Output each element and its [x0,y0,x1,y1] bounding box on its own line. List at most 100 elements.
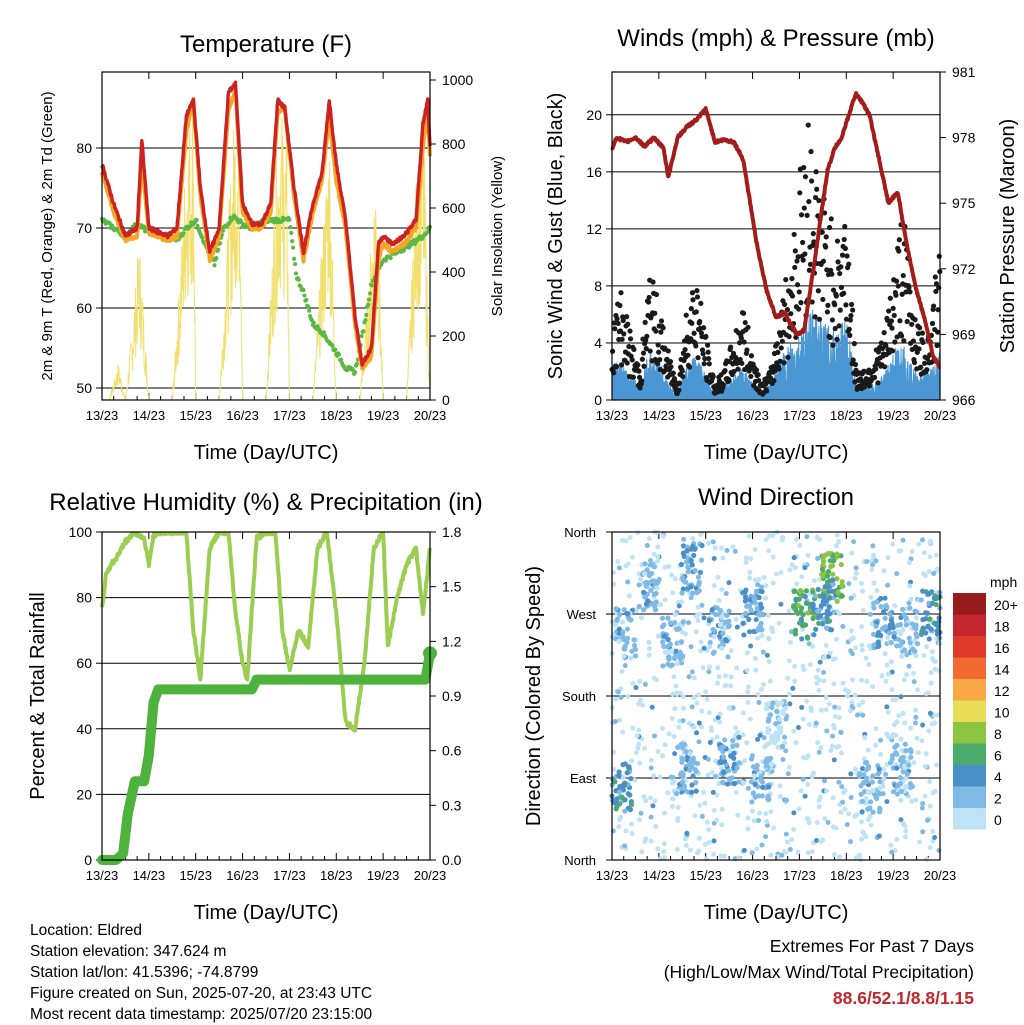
humidity-rh-series [100,531,432,733]
winds-gust-point [896,248,902,254]
direction-point [651,551,657,557]
direction-point [683,749,689,755]
direction-legend-label: 16 [994,640,1010,656]
winds-gust-point [619,336,625,342]
temperature-dewpoint-point [383,258,389,263]
direction-point [889,849,895,855]
direction-point [859,836,865,842]
direction-point [659,615,666,621]
direction-legend-swatch [953,808,986,830]
direction-point [765,612,771,618]
direction-point [836,715,842,721]
direction-point [681,705,687,711]
temperature-frame [101,71,431,401]
direction-point [679,590,685,596]
direction-point [616,769,622,775]
winds-y2tick-label: 981 [952,64,976,80]
winds-gust-point [695,355,701,361]
winds-gust-point [618,290,624,296]
direction-point [834,551,840,557]
winds-ytick-label: 4 [594,335,602,351]
direction-point [718,745,724,751]
direction-point [759,584,765,590]
direction-point [613,696,619,702]
direction-point [661,810,667,816]
direction-point [628,821,634,827]
winds-gust-point [851,341,857,347]
direction-point [820,592,827,598]
direction-point [924,644,930,650]
direction-point [711,807,717,813]
direction-point [913,707,919,713]
direction-point [847,708,853,714]
winds-gust-point [812,194,819,201]
direction-ytick-label: East [570,771,596,786]
direction-point [870,684,876,690]
direction-point [861,756,867,762]
direction-point [678,561,685,568]
winds-gust-point [866,383,873,389]
direction-point [627,807,634,813]
direction-point [897,775,903,781]
direction-point [920,801,926,807]
direction-point [906,663,912,669]
winds-gust-point [843,316,850,322]
direction-point [707,739,713,745]
direction-point [736,779,742,785]
direction-point [611,581,617,587]
direction-point [882,651,888,657]
direction-point [894,719,900,725]
direction-point [683,843,689,849]
direction-point [914,735,920,741]
winds-gust-point [841,236,847,243]
winds-gust-point [627,336,634,342]
direction-point [829,588,835,595]
direction-point [936,847,942,853]
direction-point [856,702,862,708]
winds-gust-point [702,356,708,362]
direction-point [616,789,623,795]
direction-point [885,671,891,677]
direction-point [755,737,761,743]
direction-point [648,587,654,594]
direction-point [670,590,676,596]
direction-point [888,617,894,623]
direction-point [929,649,935,655]
winds-gust-point [820,296,826,303]
direction-point [682,836,688,842]
winds-gust-point [842,245,848,252]
direction-point [798,616,804,622]
direction-point [778,569,784,575]
direction-point [763,706,770,712]
direction-point [760,784,766,790]
direction-point [764,818,770,824]
direction-point [662,597,668,603]
direction-point [748,608,754,614]
winds-gust-point [802,251,808,257]
direction-point [636,582,642,588]
winds-gust-point [884,317,891,323]
direction-point [816,804,822,810]
winds-gust-point [899,291,905,297]
direction-point [652,733,658,739]
direction-point [792,565,798,571]
direction-point [647,558,653,564]
direction-point [875,771,881,777]
direction-point [722,737,728,743]
winds-gust-point [833,293,839,299]
winds-gust-point [694,288,700,294]
direction-point [836,779,842,785]
direction-point [707,640,713,646]
winds-gust-point [621,331,627,337]
temperature-title: Temperature (F) [180,31,352,58]
winds-gust-point [910,338,916,344]
direction-point [623,538,629,544]
direction-point [646,536,652,542]
direction-point [764,652,770,658]
direction-legend-label: 10 [994,705,1010,721]
winds-gust-point [873,366,879,372]
direction-point [792,631,799,637]
direction-point [690,773,696,779]
direction-point [740,779,746,785]
direction-legend-swatch [953,786,986,808]
